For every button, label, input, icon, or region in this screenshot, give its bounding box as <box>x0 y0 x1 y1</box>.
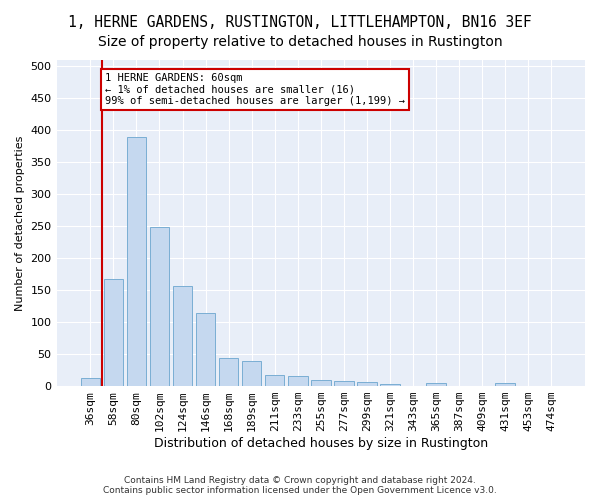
Bar <box>265 374 284 386</box>
Bar <box>196 313 215 386</box>
Text: Contains HM Land Registry data © Crown copyright and database right 2024.
Contai: Contains HM Land Registry data © Crown c… <box>103 476 497 495</box>
Bar <box>426 383 446 386</box>
Bar <box>80 378 100 386</box>
Bar <box>219 358 238 386</box>
Bar <box>149 227 169 386</box>
X-axis label: Distribution of detached houses by size in Rustington: Distribution of detached houses by size … <box>154 437 488 450</box>
Bar <box>357 382 377 386</box>
Text: 1 HERNE GARDENS: 60sqm
← 1% of detached houses are smaller (16)
99% of semi-deta: 1 HERNE GARDENS: 60sqm ← 1% of detached … <box>106 73 406 106</box>
Text: 1, HERNE GARDENS, RUSTINGTON, LITTLEHAMPTON, BN16 3EF: 1, HERNE GARDENS, RUSTINGTON, LITTLEHAMP… <box>68 15 532 30</box>
Y-axis label: Number of detached properties: Number of detached properties <box>15 136 25 310</box>
Bar <box>496 383 515 386</box>
Bar <box>173 286 193 386</box>
Bar <box>334 381 353 386</box>
Bar <box>104 280 123 386</box>
Bar <box>380 384 400 386</box>
Bar <box>127 136 146 386</box>
Bar <box>311 380 331 386</box>
Text: Size of property relative to detached houses in Rustington: Size of property relative to detached ho… <box>98 35 502 49</box>
Bar <box>242 361 262 386</box>
Bar <box>288 376 308 386</box>
